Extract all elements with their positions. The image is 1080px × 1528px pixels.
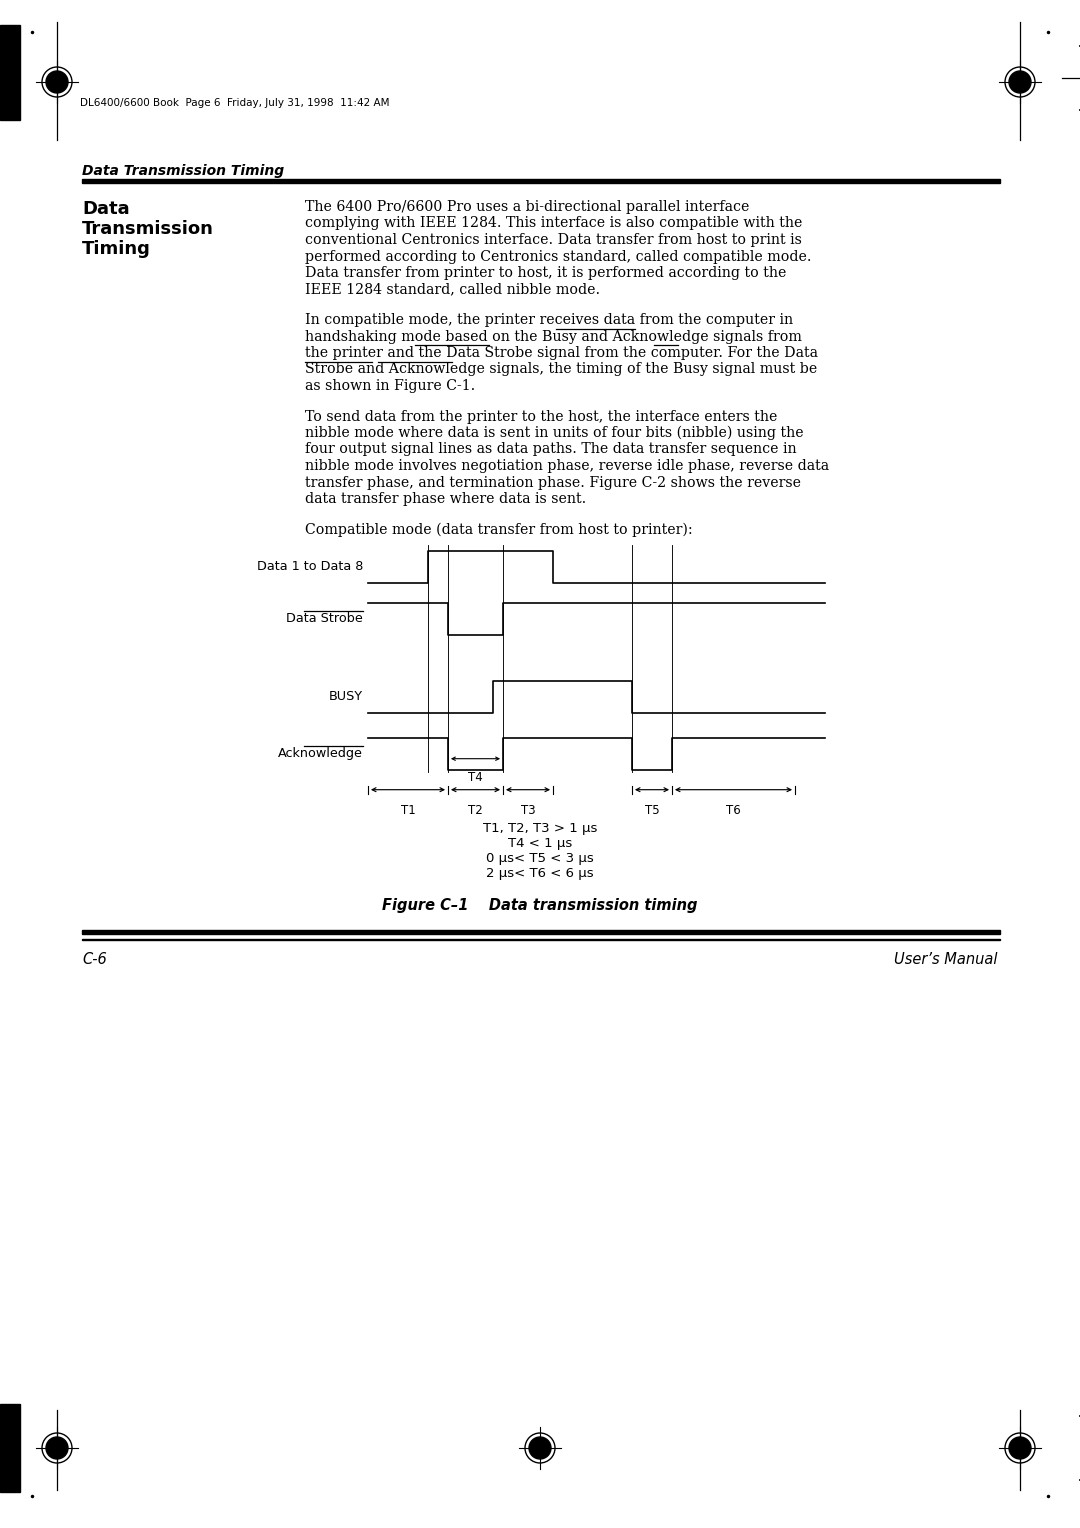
Text: Data Strobe: Data Strobe (286, 613, 363, 625)
Text: User’s Manual: User’s Manual (894, 952, 998, 967)
Text: data transfer phase where data is sent.: data transfer phase where data is sent. (305, 492, 586, 506)
Text: DL6400/6600 Book  Page 6  Friday, July 31, 1998  11:42 AM: DL6400/6600 Book Page 6 Friday, July 31,… (80, 98, 390, 108)
Text: the printer and the Data Strobe signal from the computer. For the Data: the printer and the Data Strobe signal f… (305, 345, 818, 361)
Text: To send data from the printer to the host, the interface enters the: To send data from the printer to the hos… (305, 410, 778, 423)
Circle shape (46, 70, 68, 93)
Text: T1: T1 (401, 804, 416, 816)
Text: BUSY: BUSY (329, 691, 363, 703)
Text: handshaking mode based on the Busy and Acknowledge signals from: handshaking mode based on the Busy and A… (305, 330, 801, 344)
Text: In compatible mode, the printer receives data from the computer in: In compatible mode, the printer receives… (305, 313, 793, 327)
Text: nibble mode where data is sent in units of four bits (nibble) using the: nibble mode where data is sent in units … (305, 426, 804, 440)
Text: IEEE 1284 standard, called nibble mode.: IEEE 1284 standard, called nibble mode. (305, 283, 600, 296)
Bar (82, 929, 1000, 934)
Text: as shown in Figure C-1.: as shown in Figure C-1. (305, 379, 475, 393)
Text: Data transfer from printer to host, it is performed according to the: Data transfer from printer to host, it i… (305, 266, 786, 280)
Text: Compatible mode (data transfer from host to printer):: Compatible mode (data transfer from host… (305, 523, 692, 536)
Text: T2: T2 (468, 804, 483, 816)
Text: four output signal lines as data paths. The data transfer sequence in: four output signal lines as data paths. … (305, 443, 797, 457)
Bar (0, 1404, 21, 1491)
Text: C-6: C-6 (82, 952, 107, 967)
Text: 0 μs< T5 < 3 μs: 0 μs< T5 < 3 μs (486, 851, 594, 865)
Circle shape (1009, 1436, 1031, 1459)
Text: T4: T4 (468, 770, 483, 784)
Text: T6: T6 (726, 804, 741, 816)
Text: Transmission: Transmission (82, 220, 214, 238)
Text: Data: Data (82, 200, 130, 219)
Text: complying with IEEE 1284. This interface is also compatible with the: complying with IEEE 1284. This interface… (305, 217, 802, 231)
Text: nibble mode involves negotiation phase, reverse idle phase, reverse data: nibble mode involves negotiation phase, … (305, 458, 829, 474)
Text: Acknowledge: Acknowledge (279, 747, 363, 761)
Text: transfer phase, and termination phase. Figure C-2 shows the reverse: transfer phase, and termination phase. F… (305, 475, 801, 489)
Text: conventional Centronics interface. Data transfer from host to print is: conventional Centronics interface. Data … (305, 232, 801, 248)
Circle shape (529, 1436, 551, 1459)
Text: performed according to Centronics standard, called compatible mode.: performed according to Centronics standa… (305, 249, 811, 263)
Text: The 6400 Pro/6600 Pro uses a bi-directional parallel interface: The 6400 Pro/6600 Pro uses a bi-directio… (305, 200, 750, 214)
Text: T3: T3 (521, 804, 536, 816)
Text: T1, T2, T3 > 1 μs: T1, T2, T3 > 1 μs (483, 822, 597, 834)
Text: T5: T5 (645, 804, 659, 816)
Text: T4 < 1 μs: T4 < 1 μs (508, 837, 572, 850)
Circle shape (1009, 70, 1031, 93)
Text: Data Transmission Timing: Data Transmission Timing (82, 163, 284, 177)
Text: Timing: Timing (82, 240, 151, 258)
Text: Figure C–1    Data transmission timing: Figure C–1 Data transmission timing (382, 898, 698, 912)
Circle shape (46, 1436, 68, 1459)
Text: Strobe and Acknowledge signals, the timing of the Busy signal must be: Strobe and Acknowledge signals, the timi… (305, 362, 818, 376)
Bar (82, 179, 1000, 183)
Text: 2 μs< T6 < 6 μs: 2 μs< T6 < 6 μs (486, 866, 594, 880)
Bar (0, 24, 21, 121)
Text: Data 1 to Data 8: Data 1 to Data 8 (257, 559, 363, 573)
